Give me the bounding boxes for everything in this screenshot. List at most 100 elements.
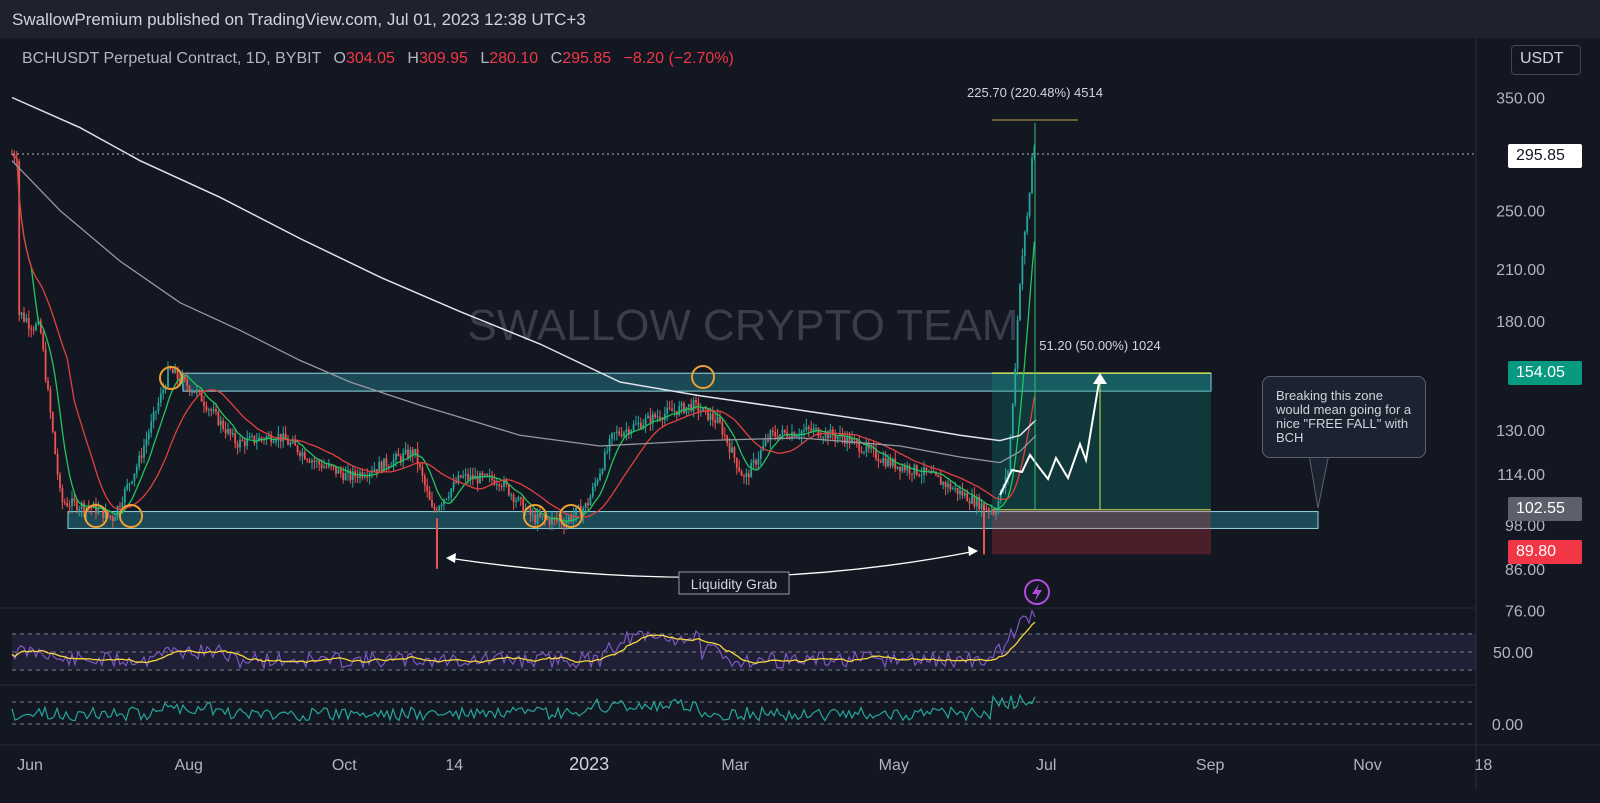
y-tick-label: 210.00	[1496, 262, 1545, 279]
candle-body	[27, 318, 30, 329]
candle-body	[800, 431, 803, 436]
candle-body	[935, 472, 937, 476]
candle-body	[750, 462, 753, 478]
candle-body	[752, 460, 755, 463]
candle-body	[503, 480, 505, 488]
candle-body	[978, 497, 981, 510]
candle-body	[35, 323, 37, 331]
candle-body	[891, 458, 894, 466]
candle-body	[575, 507, 577, 516]
symbol-legend: BCHUSDT Perpetual Contract, 1D, BYBIT O3…	[22, 50, 734, 68]
candle-body	[855, 439, 858, 442]
candle-body	[731, 447, 733, 453]
candle-body	[296, 445, 299, 453]
candle-body	[452, 481, 455, 489]
candle-body	[690, 404, 693, 412]
candle-body	[131, 481, 133, 484]
candle-body	[239, 439, 241, 448]
candle-body	[332, 466, 335, 468]
highlight-circle	[84, 504, 108, 528]
candle-body	[896, 466, 899, 469]
candle-body	[215, 409, 217, 412]
candle-body	[260, 437, 263, 439]
candle-body	[25, 318, 28, 322]
candle-body	[176, 368, 179, 380]
candle-body	[654, 414, 657, 418]
candle-body	[863, 451, 865, 453]
candle-body	[152, 411, 155, 422]
candle-body	[851, 438, 853, 444]
candle-body	[162, 389, 165, 394]
candle-body	[726, 435, 729, 443]
candle-body	[759, 450, 762, 459]
candle-body	[323, 466, 325, 468]
candle-body	[481, 473, 484, 476]
candle-body	[587, 503, 589, 506]
candle-body	[625, 429, 628, 433]
candle-body	[195, 389, 198, 393]
candle-body	[407, 449, 409, 458]
candle-body	[380, 461, 383, 471]
candle-body	[980, 503, 983, 510]
price-chart[interactable]: 350.00250.00210.00180.00130.00114.0098.0…	[0, 38, 1600, 803]
candle-body	[956, 487, 959, 495]
candle-body	[23, 312, 25, 322]
candle-body	[548, 518, 551, 525]
candle-body	[939, 477, 942, 485]
position-target-area	[992, 373, 1211, 510]
candle-body	[435, 509, 438, 511]
candle-body	[865, 444, 868, 452]
lightning-bolt-icon	[1032, 584, 1042, 601]
candle-body	[356, 476, 359, 479]
candle-body	[635, 423, 637, 425]
candle-body	[769, 430, 772, 441]
candle-body	[30, 328, 33, 330]
candle-body	[402, 453, 405, 462]
candle-body	[901, 466, 904, 472]
candle-body	[565, 521, 568, 527]
candle-body	[1016, 320, 1019, 369]
position-stop-area	[992, 509, 1211, 555]
candle-body	[383, 458, 385, 471]
candle-body	[212, 409, 215, 411]
candle-body	[512, 494, 515, 503]
candle-body	[1007, 470, 1009, 477]
candle-body	[997, 500, 1000, 513]
x-tick-label: Nov	[1353, 757, 1381, 774]
change-value: −8.20 (−2.70%)	[623, 50, 734, 67]
candle-body	[846, 435, 849, 444]
x-tick-label: 2023	[569, 754, 609, 774]
candle-body	[599, 473, 601, 481]
candle-body	[282, 433, 285, 442]
candle-body	[877, 458, 880, 462]
candle-body	[234, 433, 237, 444]
candle-body	[205, 405, 208, 411]
candle-body	[462, 475, 465, 478]
candle-body	[241, 439, 244, 441]
candle-body	[968, 501, 971, 504]
candle-body	[75, 501, 78, 511]
candle-body	[783, 429, 786, 433]
currency-button[interactable]: USDT	[1511, 45, 1581, 75]
candle-body	[719, 416, 721, 423]
candle-body	[834, 435, 837, 440]
candle-body	[899, 466, 901, 472]
candle-body	[591, 486, 594, 497]
candle-body	[572, 515, 575, 521]
candle-body	[807, 426, 810, 429]
candle-body	[651, 414, 654, 424]
candle-body	[831, 429, 834, 436]
candle-body	[795, 435, 798, 437]
candle-body	[179, 379, 181, 384]
candle-body	[469, 474, 472, 480]
candle-body	[534, 514, 537, 524]
candle-body	[203, 401, 205, 406]
candle-body	[661, 419, 664, 421]
candle-body	[83, 503, 85, 513]
candle-body	[584, 503, 587, 509]
candle-body	[193, 391, 196, 393]
candle-body	[126, 484, 129, 490]
candle-body	[870, 447, 873, 449]
candle-body	[728, 442, 731, 453]
candle-body	[507, 484, 510, 496]
